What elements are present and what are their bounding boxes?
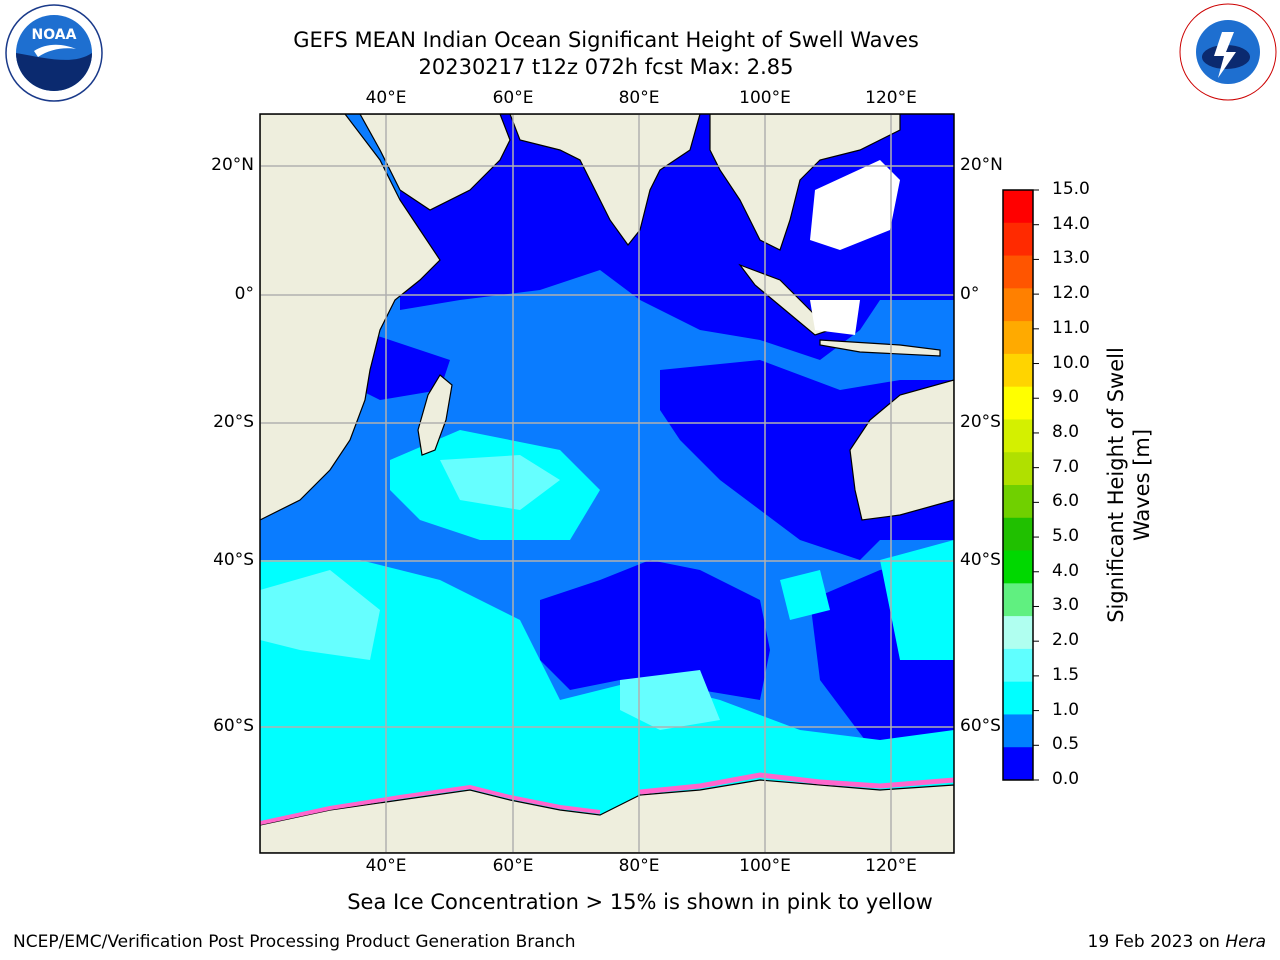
colorbar-tick-label: 2.0 [1052,630,1080,651]
sumatra-land [738,263,832,336]
colorbar-segment [1003,190,1033,224]
lat-label-left-20n: 20°N [211,155,254,175]
se-asia-land [709,114,901,251]
colorbar-segment [1003,288,1033,322]
lon-label-top-80e: 80°E [618,88,660,108]
nws-logo [1179,3,1277,101]
africa-land [260,114,441,521]
colorbar-tick-label: 4.0 [1052,560,1080,581]
masked-area [810,160,900,250]
sea-ice-edge-west [260,784,601,825]
colorbar-tick-label: 3.0 [1052,595,1080,616]
colorbar-segment [1003,517,1033,552]
colorbar-segment [1003,452,1033,486]
colorbar-tick-label: 10.0 [1052,352,1090,373]
colorbar-segment [1003,681,1033,715]
india-land [509,114,701,246]
colorbar-label: Significant Height of Swell Waves [m] [1103,347,1155,623]
lat-label-right-60s: 60°S [960,716,1001,736]
footer-host: Hera [1225,932,1266,952]
north-swell-low [400,114,954,360]
lat-label-right-20n: 20°N [960,155,1003,175]
colorbar-tick-label: 1.0 [1052,699,1080,720]
colorbar-tick-label: 6.0 [1052,491,1080,512]
colorbar-label-line1: Significant Height of Swell [1104,347,1128,623]
colorbar-tick-label: 7.0 [1052,456,1080,477]
footer-date: 19 Feb 2023 on [1087,932,1220,952]
sea-ice-edge-east [639,772,954,795]
colorbar-tick-label: 11.0 [1052,317,1090,338]
colorbar-segment [1003,419,1033,453]
map-frame [259,113,955,854]
lat-label-right-0: 0° [960,284,980,304]
colorbar-segment [1003,255,1033,289]
colorbar-segment [1003,321,1033,355]
lon-label-top-60e: 60°E [492,88,534,108]
colorbar-segment [1003,353,1033,388]
svg-text:NOAA: NOAA [32,27,77,43]
colorbar-tick-label: 5.0 [1052,526,1080,547]
colorbar-segment [1003,386,1033,420]
madagascar-land [417,374,453,456]
colorbar-segment [1003,550,1033,584]
java-land [819,339,941,357]
colorbar-tick-label: 14.0 [1052,213,1090,234]
footer-credit: NCEP/EMC/Verification Post Processing Pr… [13,932,576,952]
colorbar [1002,189,1039,781]
lon-label-bottom-120e: 120°E [865,856,917,876]
lat-label-left-20s: 20°S [213,412,254,432]
colorbar-segment [1003,616,1033,650]
chart-title: GEFS MEAN Indian Ocean Significant Heigh… [293,28,919,52]
colorbar-segment [1003,747,1033,781]
australia-land [849,379,954,521]
colorbar-tick-label: 15.0 [1052,179,1090,199]
colorbar-tick-label: 13.0 [1052,248,1090,269]
lon-label-bottom-40e: 40°E [365,856,407,876]
colorbar-tick-label: 1.5 [1052,664,1080,685]
colorbar-tick-label: 12.0 [1052,283,1090,304]
lon-label-bottom-80e: 80°E [618,856,660,876]
noaa-logo: NOAA [5,4,103,102]
south-swell-low [540,560,770,700]
lon-label-top-40e: 40°E [365,88,407,108]
sea-ice-note: Sea Ice Concentration > 15% is shown in … [347,890,933,914]
chart-subtitle: 20230217 t12z 072h fcst Max: 2.85 [418,55,794,79]
lat-label-right-40s: 40°S [960,550,1001,570]
footer-date-host: 19 Feb 2023 on Hera [1088,932,1266,952]
lon-label-bottom-60e: 60°E [492,856,534,876]
colorbar-segment [1003,714,1033,748]
lon-label-top-100e: 100°E [739,88,791,108]
colorbar-segment [1003,583,1033,617]
antarctica-land [260,779,954,853]
colorbar-segment [1003,648,1033,683]
lon-label-top-120e: 120°E [865,88,917,108]
colorbar-tick-label: 0.0 [1052,769,1080,789]
lon-label-bottom-100e: 100°E [739,856,791,876]
lat-label-left-40s: 40°S [213,550,254,570]
colorbar-segment [1003,222,1033,257]
colorbar-segment [1003,485,1033,519]
colorbar-tick-label: 8.0 [1052,421,1080,442]
colorbar-tick-label: 9.0 [1052,387,1080,408]
lat-label-left-60s: 60°S [213,716,254,736]
colorbar-tick-label: 0.5 [1052,734,1080,755]
lat-label-right-20s: 20°S [960,412,1001,432]
colorbar-label-line2: Waves [m] [1130,428,1154,542]
lat-label-left-0: 0° [234,284,254,304]
